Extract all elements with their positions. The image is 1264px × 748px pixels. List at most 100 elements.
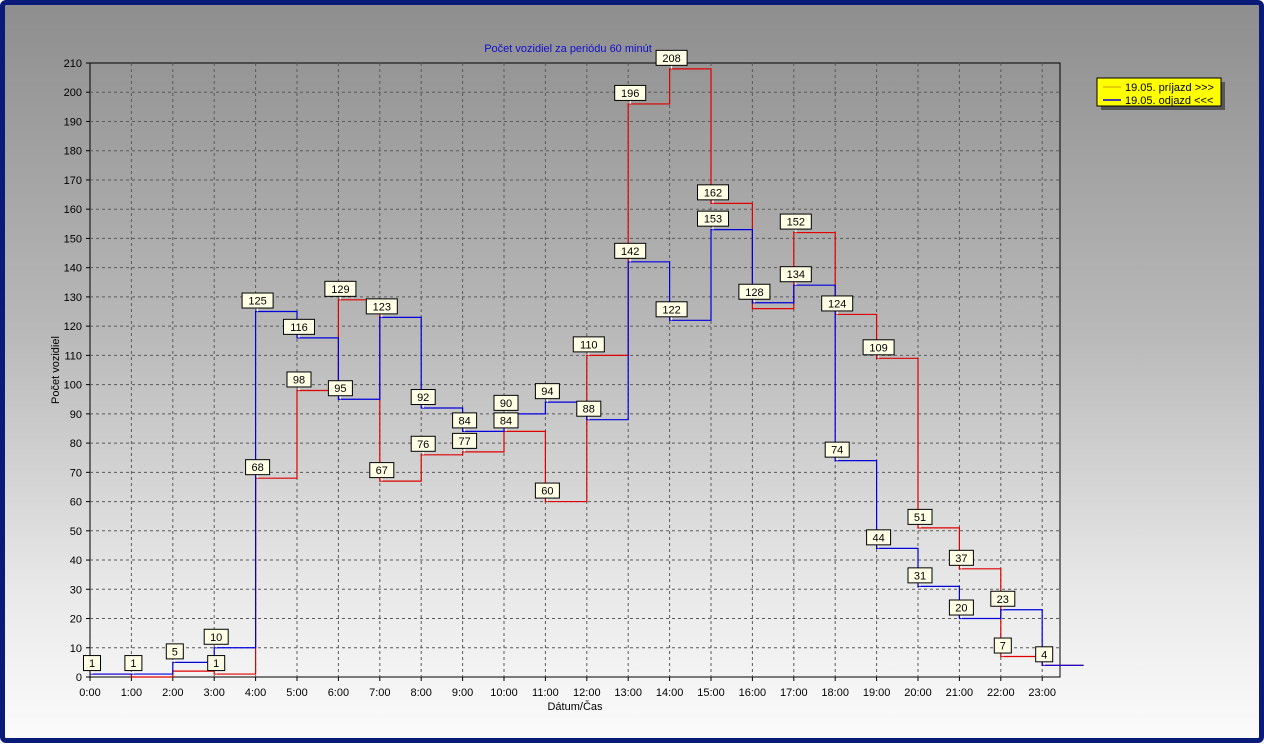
- plot-area: [89, 62, 1061, 678]
- data-label: 1: [124, 655, 143, 675]
- data-label-box: [576, 400, 602, 417]
- data-label: 1: [207, 655, 226, 675]
- data-label-box: [779, 213, 812, 230]
- y-tick-label: 160: [64, 204, 82, 216]
- data-label: 68: [245, 459, 271, 479]
- x-tick-label: 13:00: [614, 687, 642, 699]
- y-tick-label: 120: [64, 321, 82, 333]
- y-tick-label: 30: [70, 584, 82, 596]
- data-label-box: [1035, 646, 1054, 663]
- y-tick-label: 50: [70, 526, 82, 538]
- x-tick-label: 12:00: [573, 687, 601, 699]
- y-tick-label: 20: [70, 614, 82, 626]
- data-label-box: [907, 567, 933, 584]
- data-label-box: [534, 482, 560, 499]
- x-tick-label: 11:00: [532, 687, 559, 699]
- x-tick-label: 20:00: [904, 687, 932, 699]
- data-label-box: [534, 383, 560, 400]
- data-label: 31: [907, 567, 933, 587]
- x-tick-label: 17:00: [780, 687, 808, 699]
- data-label-text: 90: [500, 398, 512, 410]
- x-tick-label: 5:00: [286, 687, 307, 699]
- data-label-box: [83, 655, 101, 672]
- x-tick-label: 16:00: [739, 687, 767, 699]
- data-label: 123: [365, 298, 398, 318]
- y-tick-label: 170: [64, 175, 82, 187]
- data-label-text: 77: [458, 436, 470, 448]
- data-label-text: 7: [1000, 641, 1006, 653]
- x-axis-label: Dátum/Čas: [547, 700, 603, 713]
- data-label: 67: [369, 462, 395, 482]
- data-label-text: 94: [541, 386, 553, 398]
- x-tick-label: 15:00: [697, 687, 725, 699]
- data-label-box: [410, 389, 436, 406]
- x-tick-label: 6:00: [328, 687, 349, 699]
- data-label-box: [203, 628, 229, 645]
- data-label: 74: [824, 441, 850, 461]
- data-label: 125: [241, 292, 274, 312]
- data-label-box: [245, 459, 271, 476]
- data-label-box: [614, 242, 647, 259]
- x-tick-label: 23:00: [1028, 687, 1056, 699]
- data-label-text: 76: [417, 439, 429, 451]
- data-label-text: 68: [251, 462, 263, 474]
- y-tick-label: 10: [70, 643, 82, 655]
- data-label-text: 92: [417, 392, 429, 404]
- x-tick-label: 1:00: [121, 687, 142, 699]
- data-label-text: 129: [331, 284, 349, 296]
- legend-entry-departure: 19.05. odjazd <<<: [1125, 95, 1213, 107]
- data-label-box: [283, 318, 315, 335]
- data-label: 129: [324, 280, 357, 300]
- data-label-box: [410, 435, 436, 452]
- data-label: 109: [862, 339, 895, 359]
- data-label-text: 208: [662, 53, 680, 65]
- data-label: 77: [452, 432, 478, 452]
- x-tick-label: 19:00: [863, 687, 891, 699]
- series-lines: [90, 68, 1084, 678]
- y-tick-label: 40: [70, 555, 82, 567]
- data-label-box: [993, 637, 1012, 654]
- data-label-text: 4: [1041, 649, 1047, 661]
- y-tick-label: 210: [64, 58, 82, 70]
- data-label-text: 124: [828, 298, 846, 310]
- data-label-box: [452, 412, 478, 429]
- y-tick-label: 100: [64, 380, 82, 392]
- y-tick-label: 140: [64, 263, 82, 275]
- data-label-box: [324, 280, 357, 297]
- y-tick-label: 70: [70, 467, 82, 479]
- data-label-text: 10: [210, 632, 222, 644]
- y-tick-label: 130: [64, 292, 82, 304]
- data-label: 95: [327, 380, 353, 400]
- x-tick-label: 4:00: [245, 687, 266, 699]
- data-label-text: 1: [213, 658, 219, 670]
- data-label: 10: [203, 628, 229, 648]
- data-label-box: [824, 441, 850, 458]
- y-axis-ticks: 0 10 20 30 40 50 60 70 80 90 100 110 120 130 140 150 160…: [64, 58, 90, 684]
- data-label-text: 60: [541, 486, 553, 498]
- data-label-box: [697, 184, 729, 201]
- data-label-box: [365, 298, 398, 315]
- data-label: 124: [821, 295, 854, 315]
- data-label-box: [493, 394, 519, 411]
- data-label-text: 128: [745, 287, 763, 299]
- x-tick-label: 0:00: [79, 687, 100, 699]
- data-label: 20: [948, 599, 974, 619]
- series-line-departure: [90, 229, 1084, 675]
- data-label-text: 153: [704, 214, 722, 226]
- data-label-text: 31: [914, 570, 926, 582]
- data-label-box: [614, 84, 647, 101]
- x-tick-label: 22:00: [987, 687, 1015, 699]
- data-label-box: [493, 412, 519, 429]
- data-label: 76: [410, 435, 436, 455]
- data-label-box: [369, 462, 395, 479]
- data-label-box: [779, 266, 812, 283]
- data-label-text: 98: [293, 374, 305, 386]
- data-label: 37: [948, 549, 974, 569]
- y-tick-label: 90: [70, 409, 82, 421]
- data-label-box: [452, 432, 478, 449]
- data-label: 110: [572, 336, 605, 356]
- y-tick-label: 180: [64, 146, 82, 158]
- data-label-text: 74: [831, 445, 843, 457]
- x-tick-label: 21:00: [946, 687, 974, 699]
